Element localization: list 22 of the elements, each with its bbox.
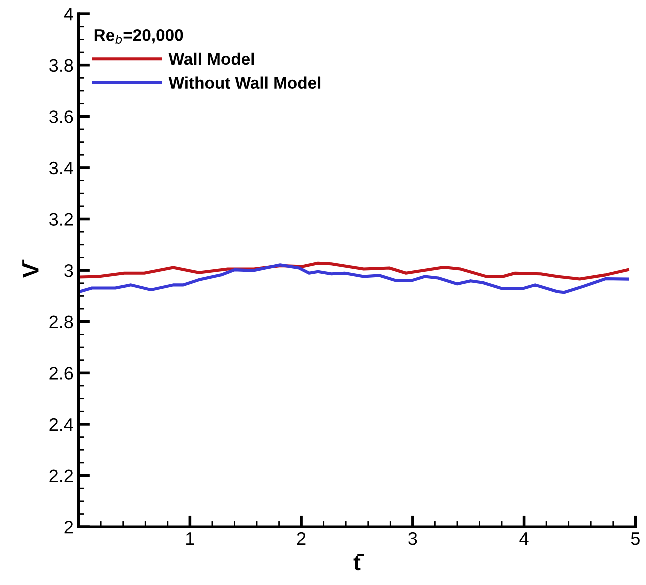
y-tick-label: 4 [64,8,74,21]
x-tick-label: 4 [520,532,529,546]
y-tick-label: 2.6 [50,367,74,380]
y-tick-label: 2.8 [50,316,74,329]
y-tick-label: 3.6 [50,110,74,124]
y-tick-label: 3.2 [50,213,74,226]
y-tick-label: 3.4 [50,162,74,175]
x-tick-label: 3 [408,532,418,546]
x-tick-label: 1 [186,532,194,546]
y-tick-label: 2 [64,521,74,534]
x-tick-label: 5 [631,532,640,546]
y-tick-label: 2.2 [50,470,74,482]
legend-label: Wall Model [168,52,254,66]
legend-title: Re$_{b}$=20,000 [94,29,184,44]
legend-label: Without Wall Model [168,76,321,90]
line-series [78,264,630,294]
x-axis-title: t̄ [354,554,364,571]
y-tick-label: 2.4 [50,418,74,432]
x-tick-label: 2 [297,532,306,546]
y-axis-title: V̄ [22,260,39,278]
y-tick-label: 3.8 [50,59,74,72]
y-tick-label: 3 [64,264,74,278]
